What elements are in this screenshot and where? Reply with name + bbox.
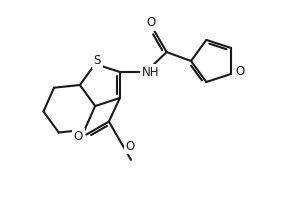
Text: O: O bbox=[74, 130, 83, 143]
Text: O: O bbox=[125, 140, 134, 153]
Text: S: S bbox=[94, 54, 101, 68]
Text: NH: NH bbox=[142, 66, 160, 78]
Text: O: O bbox=[146, 16, 155, 29]
Text: O: O bbox=[236, 66, 245, 78]
